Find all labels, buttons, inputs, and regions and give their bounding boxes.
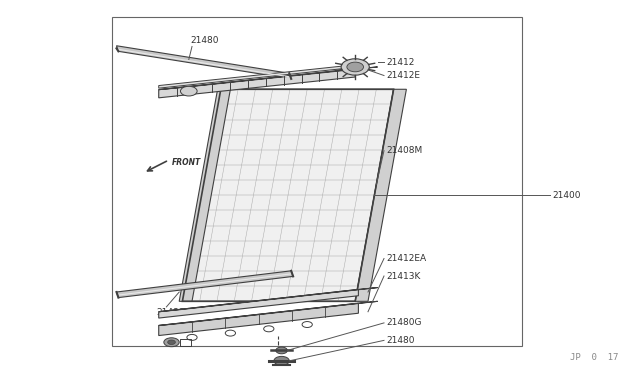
Bar <box>112 17 522 346</box>
Polygon shape <box>159 65 355 88</box>
Text: 21400: 21400 <box>552 191 581 200</box>
Polygon shape <box>159 301 378 326</box>
Circle shape <box>168 340 175 344</box>
Text: 21413K: 21413K <box>386 272 420 280</box>
Text: 21408M: 21408M <box>386 146 422 155</box>
Text: 21480: 21480 <box>386 336 415 345</box>
Polygon shape <box>355 89 406 301</box>
Polygon shape <box>179 89 230 301</box>
Polygon shape <box>116 271 293 298</box>
Polygon shape <box>159 67 378 90</box>
Text: 21480: 21480 <box>157 308 186 317</box>
Circle shape <box>341 59 369 75</box>
Text: JP  0  17: JP 0 17 <box>570 353 618 362</box>
Polygon shape <box>159 289 358 318</box>
Text: 21480: 21480 <box>191 36 220 45</box>
Text: 21412: 21412 <box>386 58 414 67</box>
Polygon shape <box>159 303 358 336</box>
Text: 21412E: 21412E <box>386 71 420 80</box>
Polygon shape <box>159 288 378 312</box>
Text: FRONT: FRONT <box>172 158 202 167</box>
Polygon shape <box>159 69 355 98</box>
Circle shape <box>164 338 179 347</box>
Text: 21480G: 21480G <box>386 318 421 327</box>
Circle shape <box>274 356 289 365</box>
Circle shape <box>180 86 197 96</box>
Polygon shape <box>116 46 291 79</box>
Circle shape <box>347 62 364 72</box>
Text: 21412EA: 21412EA <box>386 254 426 263</box>
Polygon shape <box>182 89 394 301</box>
Circle shape <box>276 347 287 354</box>
